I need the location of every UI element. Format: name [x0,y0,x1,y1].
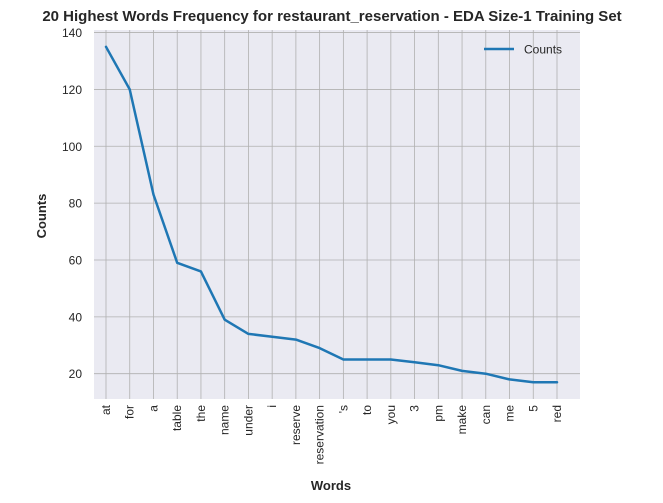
x-tick-label: the [194,405,208,422]
x-tick-label: make [455,405,469,435]
x-tick-label: 5 [526,405,540,412]
x-tick-label: can [479,405,493,424]
x-tick-label: pm [431,405,445,422]
x-tick-label: for [123,405,137,419]
x-tick-label: table [170,405,184,431]
y-tick-label: 140 [62,26,82,40]
y-tick-label: 60 [69,253,83,267]
legend-label: Counts [524,43,562,57]
x-tick-label: i [265,405,279,408]
series-line [104,45,559,384]
y-tick-label: 40 [69,310,83,324]
x-tick-label: you [384,405,398,424]
x-tick-label: name [218,405,232,435]
x-tick-label: reservation [313,405,327,464]
x-tick-label: to [360,405,374,415]
x-tick-label: under [241,405,255,436]
y-axis: 20 40 60 80 100 120 140 [62,26,82,381]
legend: Counts [484,43,562,57]
chart-title: 20 Highest Words Frequency for restauran… [42,8,621,25]
grid-lines [94,30,580,399]
y-tick-label: 80 [69,197,83,211]
plot-area [94,30,580,399]
x-tick-label: me [503,405,517,422]
y-axis-label: Counts [34,194,49,239]
x-tick-label: 3 [408,405,422,412]
x-tick-label: at [99,404,113,415]
y-tick-label: 120 [62,83,82,97]
x-tick-label: a [146,405,160,412]
x-axis: at for a table the name under i reserve reservati… [99,404,564,464]
y-tick-label: 20 [69,367,83,381]
x-tick-label: red [550,405,564,422]
x-tick-label: 's [336,405,350,413]
y-tick-label: 100 [62,140,82,154]
x-axis-label: Words [311,478,351,493]
x-tick-label: reserve [289,405,303,445]
series-layer [104,45,559,384]
